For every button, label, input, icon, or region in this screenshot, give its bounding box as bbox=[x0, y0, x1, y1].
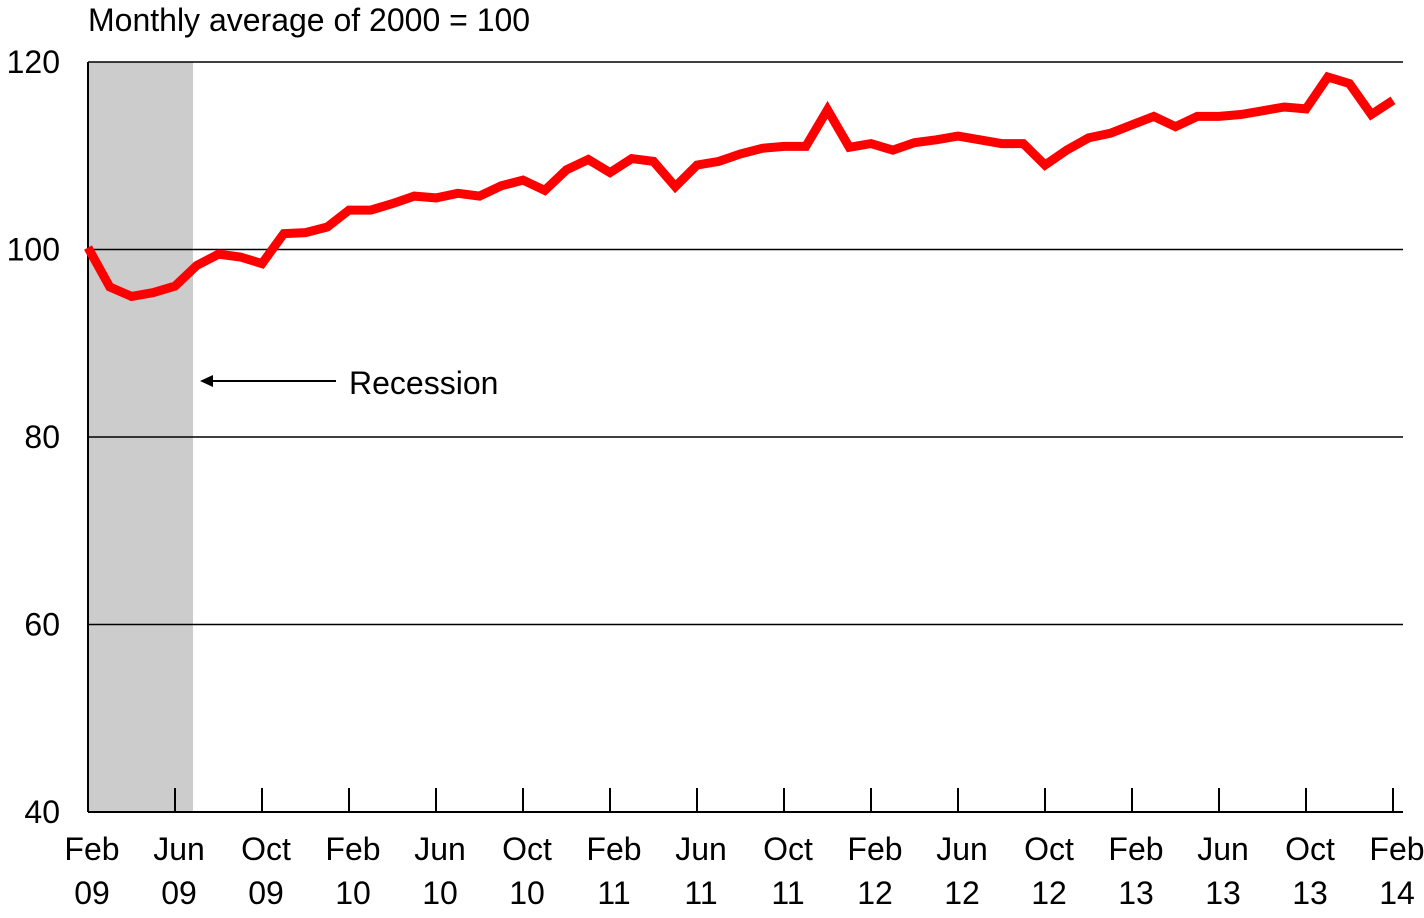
x-tick-year: 10 bbox=[422, 875, 458, 911]
x-tick-month: Feb bbox=[325, 831, 380, 867]
x-tick-month: Oct bbox=[763, 831, 813, 867]
y-tick-label: 60 bbox=[24, 607, 60, 643]
x-tick-year: 12 bbox=[857, 875, 893, 911]
series-line bbox=[84, 71, 1396, 302]
x-tick-month: Feb bbox=[1369, 831, 1424, 867]
recession-annotation: Recession bbox=[200, 365, 498, 401]
x-tick-year: 12 bbox=[1031, 875, 1067, 911]
x-tick-year: 11 bbox=[771, 875, 804, 911]
x-tick-year: 09 bbox=[74, 875, 110, 911]
x-tick-year: 11 bbox=[597, 875, 630, 911]
x-tick-month: Jun bbox=[936, 831, 988, 867]
x-tick-month: Jun bbox=[414, 831, 466, 867]
x-tick-year: 09 bbox=[248, 875, 284, 911]
data-points bbox=[87, 76, 1394, 297]
x-tick-month: Feb bbox=[586, 831, 641, 867]
x-tick-year: 12 bbox=[944, 875, 980, 911]
y-tick-label: 80 bbox=[24, 419, 60, 455]
y-axis-title: Monthly average of 2000 = 100 bbox=[88, 2, 530, 38]
x-tick-month: Oct bbox=[241, 831, 291, 867]
x-tick-month: Jun bbox=[153, 831, 205, 867]
y-tick-label: 120 bbox=[7, 44, 60, 80]
x-tick-marks bbox=[87, 788, 1394, 812]
x-tick-month: Jun bbox=[1197, 831, 1249, 867]
y-tick-labels: 40 60 80 100 120 bbox=[7, 44, 60, 830]
x-tick-year: 10 bbox=[509, 875, 545, 911]
x-tick-month: Feb bbox=[1108, 831, 1163, 867]
recession-label: Recession bbox=[349, 365, 498, 401]
x-tick-year: 11 bbox=[684, 875, 717, 911]
x-tick-year: 14 bbox=[1379, 875, 1415, 911]
x-tick-year: 13 bbox=[1292, 875, 1328, 911]
x-tick-year: 13 bbox=[1118, 875, 1154, 911]
x-tick-month: Jun bbox=[675, 831, 727, 867]
y-tick-label: 40 bbox=[24, 794, 60, 830]
x-tick-labels: Feb 09 Jun 09 Oct 09 Feb 10 Jun 10 Oct 10 Feb 11 Jun 11… bbox=[64, 831, 1424, 911]
x-tick-month: Oct bbox=[1024, 831, 1074, 867]
x-tick-month: Oct bbox=[502, 831, 552, 867]
y-tick-label: 100 bbox=[7, 232, 60, 268]
gridlines bbox=[88, 61, 1403, 626]
x-tick-month: Feb bbox=[847, 831, 902, 867]
x-tick-year: 13 bbox=[1205, 875, 1241, 911]
x-tick-month: Oct bbox=[1285, 831, 1335, 867]
arrow-head-icon bbox=[200, 375, 213, 387]
x-tick-month: Feb bbox=[64, 831, 119, 867]
x-tick-year: 10 bbox=[335, 875, 371, 911]
x-tick-year: 09 bbox=[161, 875, 197, 911]
